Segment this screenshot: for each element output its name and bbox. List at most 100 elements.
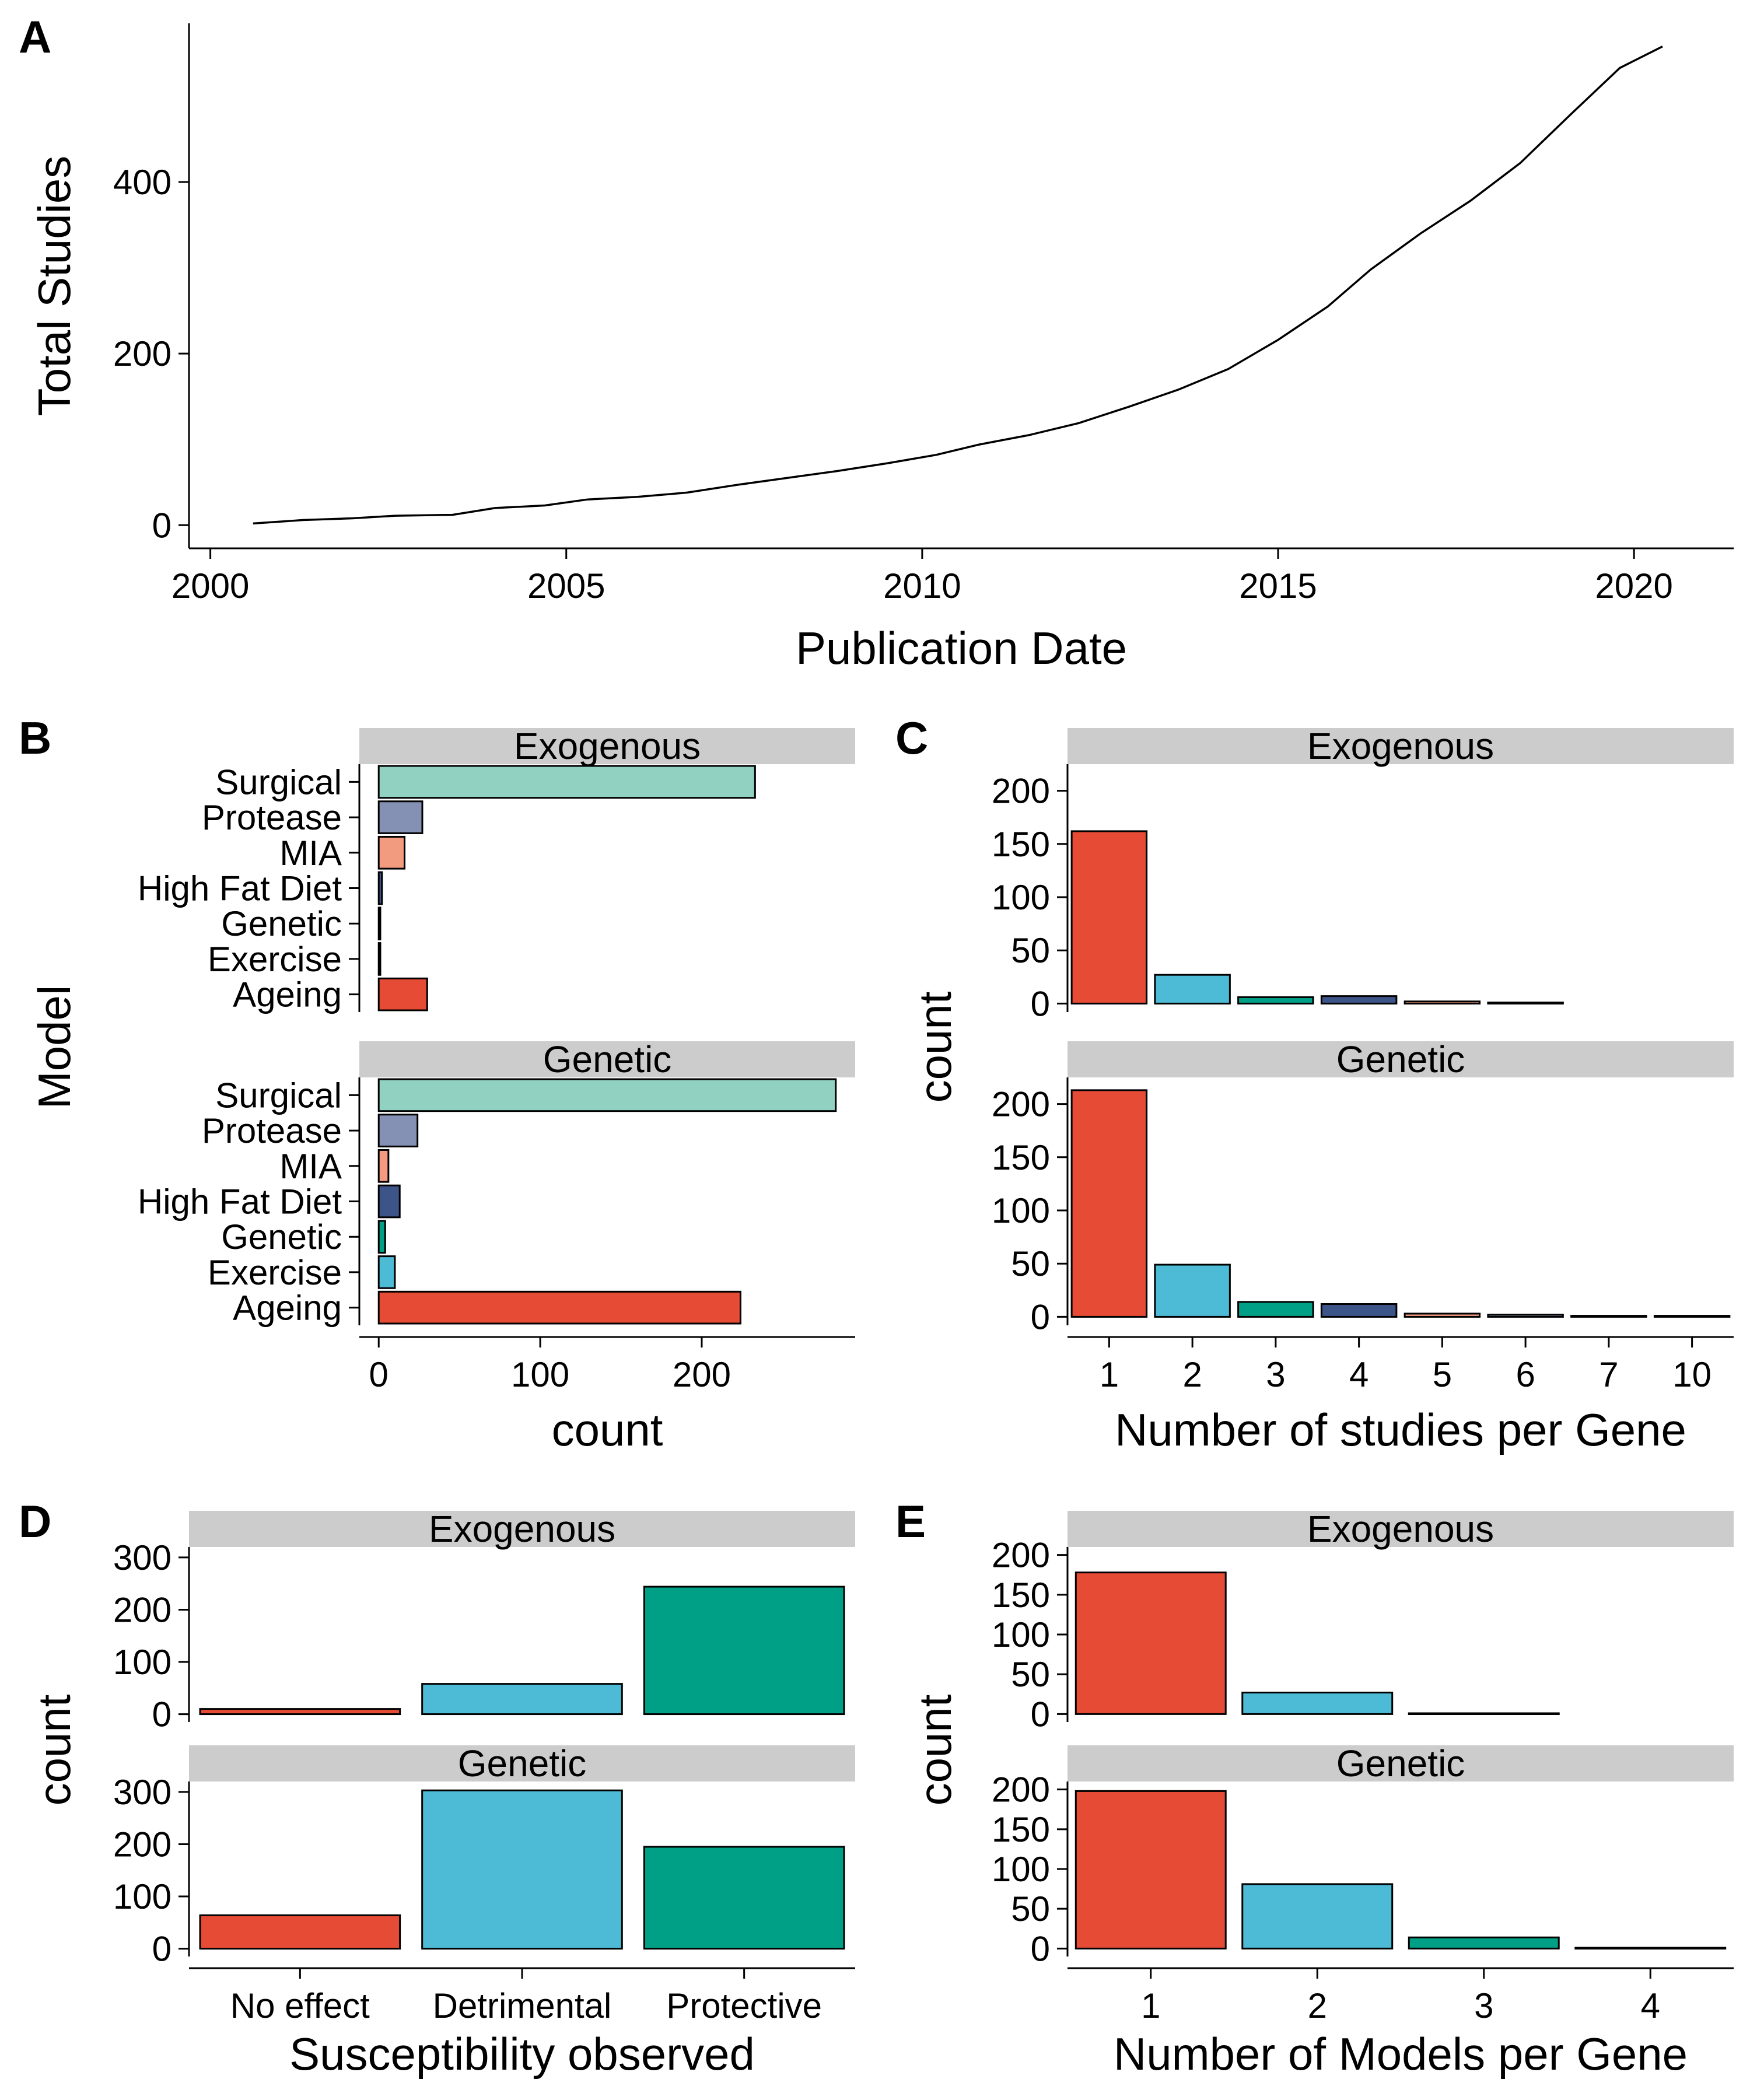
d-x-tick-label: No effect [230,1986,370,2025]
panel-b-bar [377,800,424,834]
e-y-tick-label: 200 [992,1536,1050,1575]
d-bar [643,1846,845,1950]
e-bar [1408,1936,1560,1950]
e-x-tick-label: 4 [1641,1986,1660,2025]
d-y-tick-label: 300 [113,1538,172,1577]
d-y-tick-label: 300 [113,1773,172,1812]
c-bar [1070,1089,1148,1318]
e-y-tick-label: 100 [992,1850,1050,1889]
d-x-tick-label: Protective [666,1986,822,2025]
panel-a-y-tick-label: 400 [113,163,172,202]
c-x-tick-label: 7 [1599,1355,1618,1394]
panel-b-category-label: Surgical [215,1076,342,1115]
c-y-tick-label: 0 [1031,1297,1050,1336]
panel-a-y-tick-label: 200 [113,334,172,373]
panel-a-x-axis-title: Publication Date [796,622,1127,674]
panel-a-x-tick-label: 2010 [883,566,961,606]
panel-a-x-tick-label: 2005 [527,566,605,606]
panel-letter-b: B [19,712,51,764]
panel-b-bar [377,1078,837,1112]
d-y-tick-label: 0 [152,1930,172,1969]
d-bar [643,1586,845,1716]
e-x-tick-label: 2 [1308,1986,1327,2025]
c-x-tick-label: 10 [1672,1355,1712,1394]
panel-a-x-tick-label: 2020 [1595,566,1672,606]
panel-b-x-axis-title: count [552,1404,663,1455]
c-x-tick-label: 6 [1516,1355,1535,1394]
panel-b-category-label: Ageing [233,1289,342,1328]
panel-e-strip-exogenous [1068,1511,1734,1547]
d-bar [421,1789,623,1950]
panel-b-bar [377,977,428,1012]
panel-b-category-label: MIA [279,834,342,873]
panel-b-strip-genetic [359,1041,855,1077]
panel-b-category-label: High Fat Diet [138,1182,342,1222]
c-bar [1237,996,1314,1005]
panel-b-bar [377,1114,419,1147]
panel-a-line-chart: 2000 2005 2010 2015 2020 0 200 400 Publication… [29,23,1734,674]
panel-e-x-axis-title: Number of Models per Gene [1114,2028,1688,2080]
c-bar [1570,1315,1647,1318]
panel-b-bar [377,1290,741,1325]
panel-c-bar-chart: Exogenous Genetic 0 50 100 150 200 0 50 100 150… [909,725,1734,1455]
panel-b-category-label: Surgical [215,762,342,802]
panel-b-category-label: Genetic [221,904,342,943]
panel-b-category-label: Exercise [208,1253,342,1292]
panel-e-strip-label-genetic: Genetic [1336,1742,1465,1784]
panel-b-x-tick-label: 0 [369,1355,388,1394]
panel-b-strip-label-exogenous: Exogenous [514,725,701,767]
panel-a-y-axis-title: Total Studies [29,156,80,416]
e-y-tick-label: 200 [992,1770,1050,1810]
panel-b-bar [377,942,382,976]
panel-e-y-axis-title: count [909,1694,961,1805]
panel-b-bar [377,835,406,870]
cumulative-studies-line [253,46,1663,525]
c-bar [1487,1002,1564,1005]
panel-b-bar [377,871,383,905]
d-bar [421,1683,623,1716]
c-y-tick-label: 0 [1031,984,1050,1023]
d-y-tick-label: 200 [113,1590,172,1629]
e-y-tick-label: 0 [1031,1695,1050,1734]
c-y-tick-label: 150 [992,825,1050,864]
panel-c-strip-genetic [1068,1041,1734,1077]
panel-b-bar [377,765,756,799]
e-y-tick-label: 150 [992,1576,1050,1615]
c-bar [1320,1303,1398,1318]
e-x-tick-label: 1 [1141,1986,1160,2025]
d-y-tick-label: 200 [113,1825,172,1864]
panel-d-strip-exogenous [189,1511,855,1547]
c-y-tick-label: 100 [992,1191,1050,1230]
panel-a-y-tick-label: 0 [152,506,172,545]
panel-b-bar [377,1149,390,1183]
c-x-tick-label: 3 [1266,1355,1285,1394]
panel-b-strip-exogenous [359,728,855,764]
c-bar [1070,830,1148,1005]
panel-letter-e: E [895,1496,926,1547]
d-y-tick-label: 100 [113,1643,172,1682]
e-y-tick-label: 50 [1011,1889,1050,1929]
d-bar [199,1914,401,1950]
e-y-tick-label: 100 [992,1615,1050,1654]
panel-letter-a: A [19,11,51,62]
e-bar [1241,1692,1394,1715]
e-bar [1241,1883,1394,1950]
e-bar [1074,1790,1227,1950]
e-bar [1574,1947,1727,1950]
panel-d-x-axis-title: Susceptibility observed [289,2028,755,2080]
panel-letter-d: D [19,1496,51,1547]
panel-e-strip-genetic [1068,1745,1734,1782]
c-bar [1320,995,1398,1005]
panel-b-category-label: Ageing [233,975,342,1014]
c-y-tick-label: 200 [992,1085,1050,1124]
panel-a-x-tick-label: 2000 [172,566,249,606]
panel-b-category-label: Genetic [221,1217,342,1256]
c-x-tick-label: 5 [1433,1355,1452,1394]
e-bar [1408,1712,1560,1715]
d-y-tick-label: 100 [113,1877,172,1916]
panel-b-x-tick-label: 100 [511,1355,569,1394]
e-y-tick-label: 50 [1011,1655,1050,1694]
panel-b-y-axis-title: Model [29,985,80,1109]
